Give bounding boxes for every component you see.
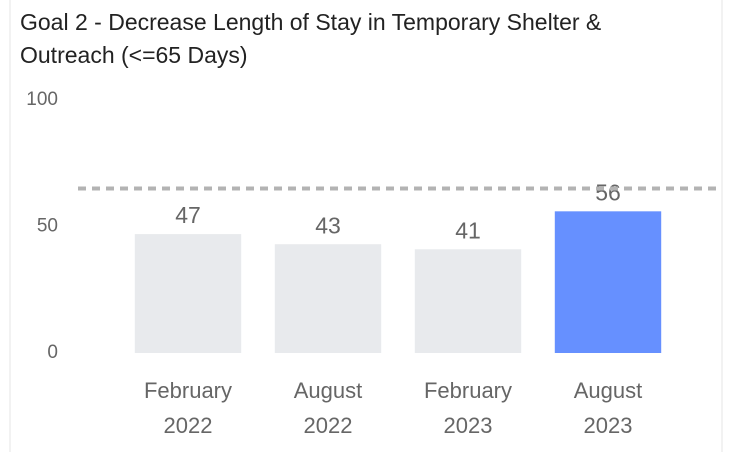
y-tick-label: 0 [47,342,58,363]
bar [554,211,662,353]
x-tick-label: February 2023 [424,378,512,438]
bar [274,244,382,353]
chart-title: Goal 2 - Decrease Length of Stay in Temp… [20,9,602,68]
bar [414,249,522,353]
bar [134,234,242,353]
value-label: 41 [455,217,481,243]
x-tick-label: August 2022 [294,378,363,438]
value-label: 56 [595,179,621,205]
y-tick-label: 100 [26,89,58,110]
y-tick-label: 50 [37,216,58,237]
x-tick-label: August 2023 [574,378,643,438]
x-tick-label: February 2022 [144,378,232,438]
value-label: 43 [315,212,341,238]
value-label: 47 [175,202,201,228]
